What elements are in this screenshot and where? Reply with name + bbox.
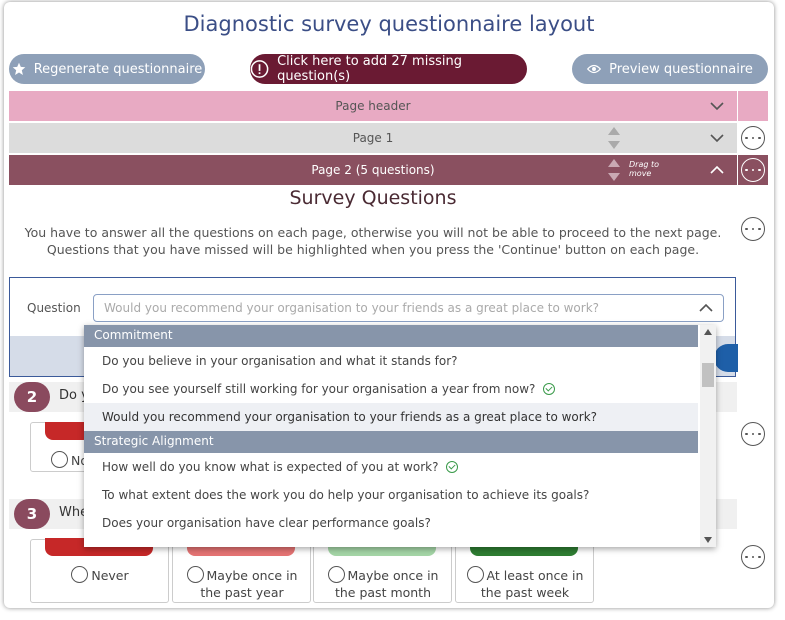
dropdown-option[interactable]: How well do you know what is expected of… <box>84 453 698 481</box>
question-dropdown: Commitment Do you believe in your organi… <box>84 325 716 547</box>
dropdown-option-text: Do you see yourself still working for yo… <box>102 382 536 396</box>
preview-label: Preview questionnaire <box>609 61 753 77</box>
page-2-bar[interactable]: Page 2 (5 questions) Drag to move <box>9 155 737 185</box>
drag-to-move-hint: Drag to move <box>629 160 660 178</box>
star-icon <box>12 62 26 75</box>
dropdown-group-header: Strategic Alignment <box>84 431 698 453</box>
scroll-up-arrow-icon[interactable] <box>704 329 712 335</box>
option-label: Never <box>91 568 129 583</box>
check-circle-icon <box>446 461 459 473</box>
add-missing-questions-button[interactable]: Click here to add 27 missing question(s) <box>250 54 527 84</box>
question-3-text: Whe <box>59 505 89 520</box>
page-header-label: Page header <box>335 99 411 113</box>
option-once-past-week[interactable]: At least once in the past week <box>455 538 594 603</box>
section-title: Survey Questions <box>289 187 457 209</box>
question-select-placeholder: Would you recommend your organisation to… <box>104 301 600 315</box>
chevron-up-icon[interactable] <box>699 303 713 313</box>
dropdown-option-text: Does your organisation have clear perfor… <box>102 516 431 530</box>
eye-icon <box>587 64 602 74</box>
page-1-bar[interactable]: Page 1 <box>9 123 737 153</box>
more-options-icon[interactable] <box>741 217 765 241</box>
page-1-menu-cell <box>738 123 768 153</box>
more-options-icon[interactable] <box>741 126 765 150</box>
section-intro: You have to answer all the questions on … <box>24 225 722 257</box>
question-label: Question <box>27 301 81 315</box>
option-label: Maybe once in the past month <box>334 568 439 600</box>
dropdown-group-header: Commitment <box>84 325 698 347</box>
option-label: No <box>71 453 88 468</box>
drag-handle-icon[interactable] <box>607 158 621 182</box>
page-2-menu-cell <box>738 155 768 185</box>
option-label: At least once in the past week <box>480 568 584 600</box>
page-header-bar[interactable]: Page header <box>9 91 737 121</box>
dropdown-option-text: Would you recommend your organisation to… <box>102 410 598 424</box>
scroll-down-arrow-icon[interactable] <box>704 537 712 543</box>
regenerate-questionnaire-button[interactable]: Regenerate questionnaire <box>9 54 205 84</box>
question-2-text: Do y <box>59 388 89 403</box>
dropdown-option-text: Do you believe in your organisation and … <box>102 354 458 368</box>
dropdown-option-text: How well do you know what is expected of… <box>102 460 439 474</box>
check-circle-icon <box>543 383 556 395</box>
radio-button[interactable] <box>186 566 204 583</box>
question-2-number: 2 <box>14 382 50 412</box>
radio-button[interactable] <box>327 566 345 583</box>
scrollbar-thumb[interactable] <box>702 363 714 387</box>
radio-button[interactable] <box>71 566 89 583</box>
chevron-down-icon[interactable] <box>709 131 725 145</box>
option-label: Maybe once in the past year <box>200 568 298 600</box>
option-never[interactable]: Never <box>30 538 169 603</box>
question-select[interactable]: Would you recommend your organisation to… <box>93 294 724 322</box>
chevron-down-icon[interactable] <box>709 99 725 113</box>
dropdown-option[interactable]: Do you see yourself still working for yo… <box>84 375 698 403</box>
dropdown-option-text: To what extent does the work you do help… <box>102 488 590 502</box>
question-3-number: 3 <box>14 499 50 529</box>
page-1-label: Page 1 <box>352 131 394 145</box>
more-options-icon[interactable] <box>741 545 765 569</box>
alert-icon <box>250 60 269 78</box>
page-2-label: Page 2 (5 questions) <box>311 163 435 177</box>
option-once-past-year[interactable]: Maybe once in the past year <box>172 538 311 603</box>
dropdown-option[interactable]: Do you believe in your organisation and … <box>84 347 698 375</box>
radio-button[interactable] <box>51 451 68 468</box>
question-2-option-partial[interactable]: No <box>30 422 92 472</box>
more-options-icon[interactable] <box>741 422 765 446</box>
page-title: Diagnostic survey questionnaire layout <box>183 12 595 36</box>
option-once-past-month[interactable]: Maybe once in the past month <box>313 538 452 603</box>
chevron-up-icon[interactable] <box>709 163 725 177</box>
option-color-header <box>45 422 91 440</box>
preview-questionnaire-button[interactable]: Preview questionnaire <box>572 54 768 84</box>
page-header-side-cell <box>738 91 768 121</box>
editor-action-button[interactable] <box>714 344 738 372</box>
radio-button[interactable] <box>466 566 484 583</box>
dropdown-option-selected[interactable]: Would you recommend your organisation to… <box>84 403 698 431</box>
question-dropdown-list: Commitment Do you believe in your organi… <box>84 325 698 537</box>
dropdown-option[interactable]: To what extent does the work you do help… <box>84 481 698 509</box>
more-options-icon[interactable] <box>741 158 765 182</box>
regenerate-label: Regenerate questionnaire <box>33 61 203 77</box>
add-missing-label: Click here to add 27 missing question(s) <box>277 54 462 84</box>
drag-handle-icon[interactable] <box>607 126 621 150</box>
dropdown-scrollbar[interactable] <box>700 325 716 547</box>
dropdown-option[interactable]: Does your organisation have clear perfor… <box>84 509 698 537</box>
